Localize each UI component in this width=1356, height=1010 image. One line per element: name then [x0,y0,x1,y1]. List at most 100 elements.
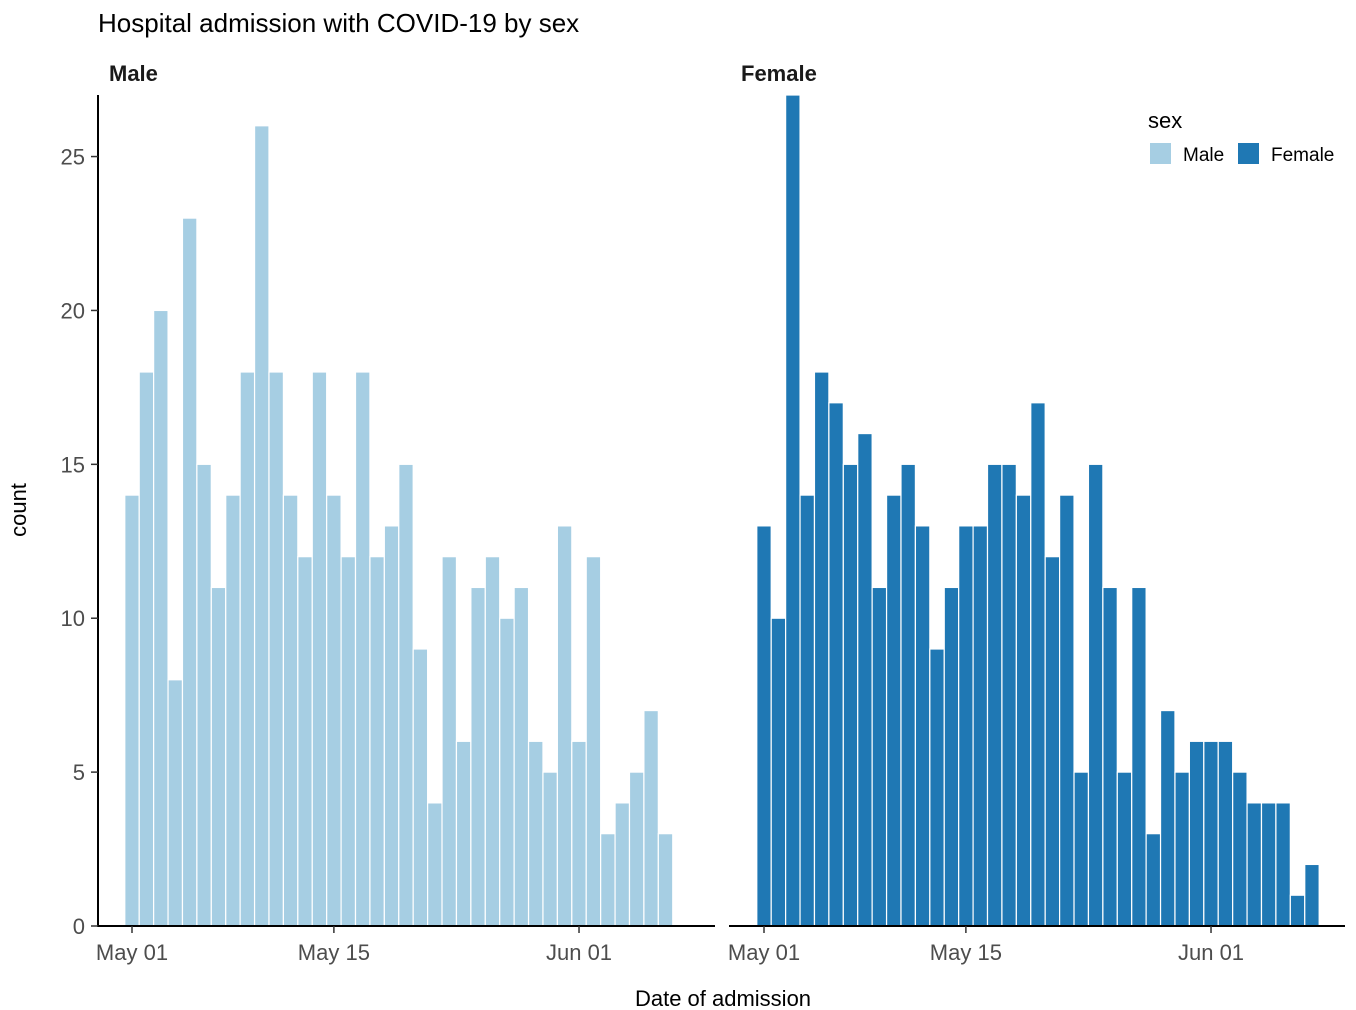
bar-female-15 [972,525,989,927]
y-tick-label-4: 20 [61,298,85,323]
bar-male-22 [441,556,458,927]
bar-female-31 [1203,740,1219,927]
y-tick-label-5: 25 [61,145,85,170]
bar-female-11 [914,525,931,927]
bar-male-16 [354,371,371,927]
bar-female-2 [785,94,801,927]
bar-male-0 [124,494,140,927]
bar-male-20 [412,648,429,927]
bar-male-2 [153,309,169,927]
y-tick-label-3: 15 [61,452,85,477]
bar-female-17 [1001,463,1017,927]
bar-male-37 [657,833,674,927]
x-tick-label-2: Jun 01 [546,940,612,965]
bar-male-11 [282,494,299,927]
bar-female-9 [885,494,902,927]
bar-female-32 [1217,740,1234,927]
bar-female-1 [770,617,787,927]
bar-male-33 [600,833,616,927]
bar-male-25 [484,556,501,927]
bar-male-21 [427,802,443,927]
y-tick-label-0: 0 [73,914,85,939]
bar-male-6 [210,586,227,927]
bar-female-0 [756,525,772,927]
bar-female-5 [828,402,844,927]
bar-male-31 [571,740,587,927]
bar-male-35 [628,771,645,927]
bar-male-8 [239,371,256,927]
bar-female-22 [1073,771,1090,927]
bar-female-20 [1044,556,1061,927]
bar-male-36 [643,709,659,927]
facet-title-male: Male [109,61,158,86]
bar-female-36 [1275,802,1291,927]
x-axis-title: Date of admission [635,986,811,1010]
bar-female-23 [1087,463,1104,927]
legend: sex Male Female [1148,108,1334,166]
bar-male-18 [383,525,400,927]
bar-male-17 [369,556,385,927]
bar-female-7 [857,432,873,927]
bar-female-19 [1030,402,1046,927]
x-tick-label-1: May 15 [298,940,370,965]
bar-female-18 [1015,494,1032,927]
x-axis-male: May 01 May 15 Jun 01 [96,925,715,965]
bar-male-9 [253,125,270,927]
bar-female-10 [900,463,917,927]
chart-title: Hospital admission with COVID-19 by sex [98,8,579,38]
bar-male-28 [527,740,544,927]
facet-title-female: Female [741,61,817,86]
bar-male-30 [556,525,573,927]
bar-female-16 [986,463,1003,927]
bar-male-3 [167,679,184,927]
bar-female-28 [1159,709,1176,927]
bar-male-7 [225,494,241,927]
bars-male [124,125,674,927]
legend-swatch-female [1238,143,1259,164]
bar-female-12 [929,648,945,927]
x-tick-label-0: May 01 [728,940,800,965]
y-tick-label-1: 5 [73,760,85,785]
bar-female-37 [1289,894,1306,927]
bar-male-14 [326,494,342,927]
bar-male-13 [311,371,328,927]
bar-female-29 [1174,771,1190,927]
bar-female-27 [1145,833,1162,927]
x-axis-female: May 01 May 15 Jun 01 [728,925,1345,965]
bar-female-21 [1059,494,1075,927]
bar-male-15 [340,556,357,927]
bar-male-4 [181,217,198,927]
bar-male-12 [297,556,313,927]
legend-swatch-male [1150,143,1171,164]
x-tick-label-1: May 15 [930,940,1002,965]
bar-female-30 [1188,740,1205,927]
legend-label-male: Male [1183,145,1224,166]
bar-male-24 [470,586,486,927]
bar-male-10 [268,371,285,927]
bar-male-34 [614,802,631,927]
bar-female-8 [871,586,888,927]
bar-male-26 [499,617,515,927]
bar-female-33 [1232,771,1248,927]
bar-male-27 [513,586,530,927]
bar-female-6 [842,463,859,927]
bar-female-24 [1102,586,1118,927]
bar-female-26 [1131,586,1147,927]
bar-female-25 [1116,771,1133,927]
bar-female-13 [943,586,960,927]
x-tick-label-0: May 01 [96,940,168,965]
legend-title: sex [1148,108,1182,133]
legend-label-female: Female [1271,145,1334,166]
bar-female-3 [799,494,816,927]
bar-male-19 [398,463,414,927]
bar-female-34 [1246,802,1263,927]
bars-female [756,94,1320,927]
y-tick-label-2: 10 [61,606,85,631]
panel-male: Male 0 5 10 15 20 25 May 01 May 15 Jun 01 [61,61,715,965]
bar-female-38 [1304,863,1320,927]
bar-male-29 [542,771,558,927]
y-axis-title: count [6,483,31,537]
bar-female-14 [958,525,974,927]
x-tick-label-2: Jun 01 [1178,940,1244,965]
